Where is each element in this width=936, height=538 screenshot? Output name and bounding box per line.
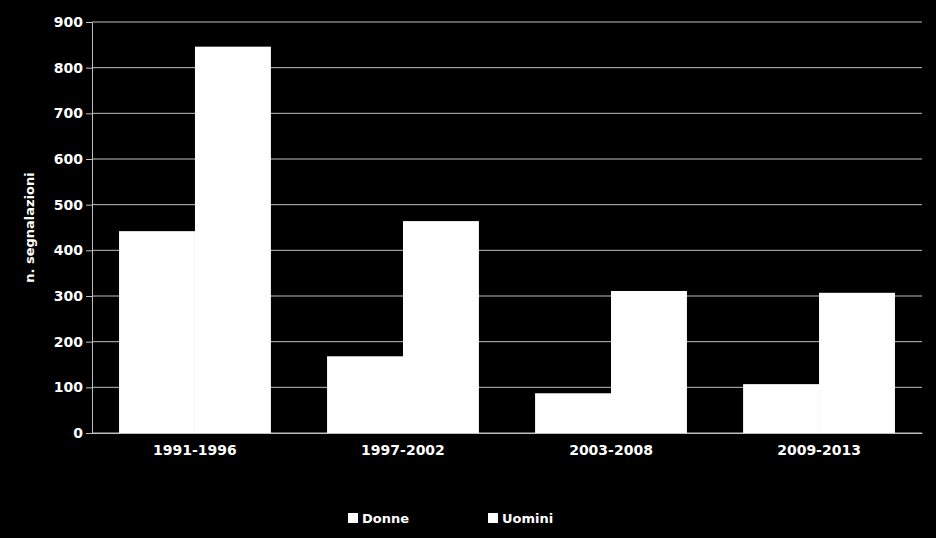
grid [92,22,922,433]
y-tick-label: 500 [54,197,83,213]
y-tick: 0 [73,425,92,441]
x-tick-label: 2003-2008 [569,442,653,458]
bar [403,221,479,433]
bar [743,384,819,433]
grid-line [92,22,922,23]
y-tick-label: 200 [54,334,83,350]
y-axis: 0 100 200 300 400 500 600 700 800 900 [54,14,93,441]
y-tick-label: 100 [54,379,83,395]
x-tick: 1991-1996 [153,433,237,458]
y-tick-label: 0 [73,425,83,441]
bar [611,291,687,433]
y-tick-label: 800 [54,60,83,76]
x-tick: 2009-2013 [777,433,861,458]
x-tick: 1997-2002 [361,433,445,458]
y-tick-label: 600 [54,151,83,167]
y-tick-mark [86,113,92,114]
legend-item: Donne [348,511,409,526]
bar [819,293,895,433]
legend-swatch [488,513,498,523]
legend-item: Uomini [488,511,553,526]
y-tick-label: 300 [54,288,83,304]
bar [327,356,403,433]
y-tick: 900 [54,14,92,30]
x-tick-label: 2009-2013 [777,442,861,458]
y-tick: 100 [54,379,92,395]
y-tick: 800 [54,60,92,76]
y-axis-line [92,23,93,434]
chart: 01002003004005006007008009001991-1996199… [0,0,936,538]
y-tick: 500 [54,197,92,213]
legend-label: Uomini [502,511,553,526]
legend-label: Donne [362,511,409,526]
legend-swatch [348,513,358,523]
x-tick-label: 1997-2002 [361,442,445,458]
y-tick-label: 400 [54,242,83,258]
y-tick-label: 900 [54,14,83,30]
y-tick-mark [86,22,92,23]
bar [119,231,195,433]
y-tick: 200 [54,334,92,350]
y-tick-mark [86,159,92,160]
y-axis-title: n. segnalazioni [22,172,37,283]
y-tick-label: 700 [54,105,83,121]
bar [535,393,611,433]
y-tick-mark [86,296,92,297]
plot: 01002003004005006007008009001991-1996199… [54,14,923,458]
y-tick: 400 [54,242,92,258]
x-axis-line [93,433,923,434]
y-tick: 600 [54,151,92,167]
y-tick-mark [86,433,92,434]
x-axis: 1991-1996 1997-2002 2003-2008 2009-2013 [93,433,923,458]
bar [195,47,271,433]
x-tick-label: 1991-1996 [153,442,237,458]
y-tick-mark [86,205,92,206]
y-tick: 300 [54,288,92,304]
legend: Donne Uomini [348,511,553,526]
y-tick-mark [86,342,92,343]
y-tick-mark [86,387,92,388]
y-tick-mark [86,250,92,251]
y-tick-mark [86,68,92,69]
y-tick: 700 [54,105,92,121]
x-tick: 2003-2008 [569,433,653,458]
bars [119,47,895,433]
